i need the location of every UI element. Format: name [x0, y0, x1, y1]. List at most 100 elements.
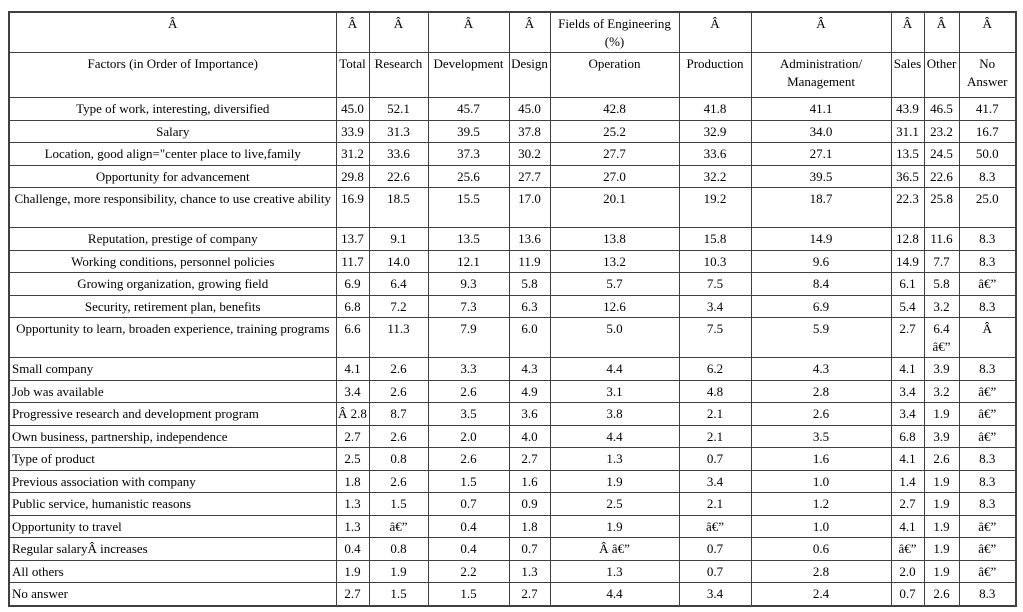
value-cell: 3.4: [890, 379, 925, 403]
value-cell: 46.5: [923, 97, 960, 121]
value-cell: 0.7: [678, 559, 752, 583]
value-cell: 2.1: [678, 402, 752, 426]
value-cell: 24.5: [923, 142, 960, 166]
value-cell: 14.9: [750, 227, 892, 251]
value-cell: 1.5: [427, 582, 510, 606]
factor-cell: Challenge, more responsibility, chance t…: [8, 187, 337, 228]
value-cell: 6.9: [335, 272, 370, 296]
value-cell: 30.2: [508, 142, 551, 166]
value-cell: 18.5: [368, 187, 429, 228]
factor-cell: Opportunity to travel: [8, 514, 337, 538]
value-cell: 1.8: [508, 514, 551, 538]
value-cell: 12.8: [890, 227, 925, 251]
factor-cell: Type of product: [8, 447, 337, 471]
value-cell: â€”: [958, 537, 1017, 561]
table-row: Working conditions, personnel policies 11…: [8, 249, 1017, 273]
value-cell: 27.7: [549, 142, 680, 166]
value-cell: 1.9: [549, 514, 680, 538]
header-cell-top: Fields of Engineering (%): [549, 11, 680, 53]
value-cell: 13.6: [508, 227, 551, 251]
value-cell: 2.7: [890, 492, 925, 516]
value-cell: 25.0: [958, 187, 1017, 228]
value-cell: â€”: [958, 379, 1017, 403]
value-cell: 16.9: [335, 187, 370, 228]
value-cell: 13.8: [549, 227, 680, 251]
value-cell: 1.3: [508, 559, 551, 583]
value-cell: 4.8: [678, 379, 752, 403]
table-row: Type of product 2.5 0.8 2.6 2.7 1.3 0.7 1.6 4.1 2…: [8, 447, 1017, 471]
value-cell: 16.7: [958, 119, 1017, 143]
value-cell: 2.4: [750, 582, 892, 606]
value-cell: 1.4: [890, 469, 925, 493]
factor-cell: Salary: [8, 119, 337, 143]
value-cell: 2.6: [368, 357, 429, 381]
value-cell: 11.7: [335, 249, 370, 273]
value-cell: 2.1: [678, 424, 752, 448]
value-cell: 0.4: [427, 537, 510, 561]
value-cell: 1.3: [335, 492, 370, 516]
table-row: Salary 33.9 31.3 39.5 37.8 25.2 32.9 34.0 31.1 23…: [8, 119, 1017, 143]
table-row: No answer 2.7 1.5 1.5 2.7 4.4 3.4 2.4 0.7 2.6 8.3: [8, 582, 1017, 606]
value-cell: 0.7: [678, 447, 752, 471]
value-cell: 2.6: [368, 424, 429, 448]
value-cell: 3.9: [923, 357, 960, 381]
header-row: Factors (in Order of Importance) Total Res…: [8, 52, 1017, 98]
value-cell: 3.1: [549, 379, 680, 403]
value-cell: 1.5: [368, 582, 429, 606]
column-header-cell: Research: [368, 52, 429, 98]
value-cell: 3.9: [923, 424, 960, 448]
value-cell: 6.8: [890, 424, 925, 448]
value-cell: 3.4: [678, 469, 752, 493]
value-cell: 4.4: [549, 582, 680, 606]
value-cell: 0.9: [508, 492, 551, 516]
value-cell: 1.9: [923, 402, 960, 426]
column-header-cell: Design: [508, 52, 551, 98]
table-row: Regular salaryÂ increases 0.4 0.8 0.4 0.7 Â â…: [8, 537, 1017, 561]
value-cell: 27.0: [549, 164, 680, 188]
value-cell: 9.1: [368, 227, 429, 251]
value-cell: 1.0: [750, 514, 892, 538]
value-cell: 32.2: [678, 164, 752, 188]
value-cell: 8.3: [958, 164, 1017, 188]
value-cell: 33.6: [368, 142, 429, 166]
value-cell: 5.9: [750, 317, 892, 358]
value-cell: 31.3: [368, 119, 429, 143]
factor-cell: Security, retirement plan, benefits: [8, 294, 337, 318]
column-header-cell: Total: [335, 52, 370, 98]
value-cell: 3.4: [335, 379, 370, 403]
value-cell: 5.8: [508, 272, 551, 296]
table-row: Reputation, prestige of company 13.7 9.1 13…: [8, 227, 1017, 251]
value-cell: 2.8: [750, 559, 892, 583]
table-header: Â Â Â Â Â Fields of Engineering (%) Â Â Â Â Â Facto…: [8, 11, 1017, 98]
value-cell: 0.8: [368, 537, 429, 561]
table-row: Progressive research and development pro…: [8, 402, 1017, 426]
value-cell: 7.9: [427, 317, 510, 358]
value-cell: 1.8: [335, 469, 370, 493]
table-row: Growing organization, growing field 6.9 6.…: [8, 272, 1017, 296]
value-cell: 5.0: [549, 317, 680, 358]
value-cell: 22.3: [890, 187, 925, 228]
value-cell: 2.7: [335, 582, 370, 606]
value-cell: 18.7: [750, 187, 892, 228]
value-cell: 7.5: [678, 317, 752, 358]
value-cell: 37.8: [508, 119, 551, 143]
value-cell: 14.0: [368, 249, 429, 273]
value-cell: 33.6: [678, 142, 752, 166]
table-row: Public service, humanistic reasons 1.3 1.5…: [8, 492, 1017, 516]
value-cell: 2.6: [427, 379, 510, 403]
value-cell: 2.6: [368, 469, 429, 493]
value-cell: 2.6: [923, 582, 960, 606]
column-header-cell: Factors (in Order of Importance): [8, 52, 337, 98]
header-cell-top: Â: [8, 11, 337, 53]
value-cell: 8.3: [958, 249, 1017, 273]
value-cell: 8.3: [958, 469, 1017, 493]
header-cell-top: Â: [335, 11, 370, 53]
value-cell: 17.0: [508, 187, 551, 228]
table-row: Small company 4.1 2.6 3.3 4.3 4.4 6.2 4.3 4.1 3.9…: [8, 357, 1017, 381]
value-cell: 1.2: [750, 492, 892, 516]
factor-cell: Regular salaryÂ increases: [8, 537, 337, 561]
value-cell: 15.5: [427, 187, 510, 228]
header-cell-top: Â: [958, 11, 1017, 53]
factor-cell: Growing organization, growing field: [8, 272, 337, 296]
value-cell: 31.1: [890, 119, 925, 143]
